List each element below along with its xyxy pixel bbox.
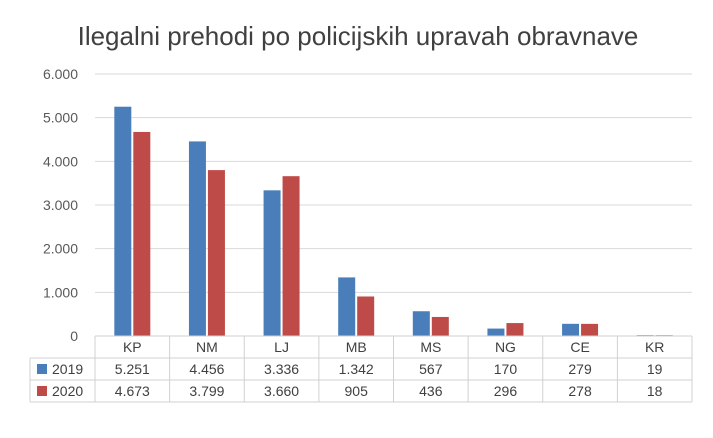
category-label-MB: MB xyxy=(346,339,367,355)
bars xyxy=(114,106,673,337)
bar-2019-KP xyxy=(114,106,132,337)
y-tick-label: 0 xyxy=(70,328,78,344)
bar-2019-NM xyxy=(188,141,206,336)
y-tick-label: 1.000 xyxy=(43,284,78,300)
bar-2020-MB xyxy=(357,296,375,336)
data-label-2020-KP: 4.673 xyxy=(115,383,150,399)
y-tick-label: 4.000 xyxy=(43,153,78,169)
legend-label-2020: 2020 xyxy=(52,383,83,399)
category-label-CE: CE xyxy=(570,339,589,355)
data-label-2020-CE: 278 xyxy=(568,383,592,399)
data-table: KP NM LJ MB MS NG CE KR 2019 5.251 4.456 3.336 1.342… xyxy=(29,335,693,403)
data-label-2020-NG: 296 xyxy=(494,383,518,399)
data-label-2019-KR: 19 xyxy=(647,361,663,377)
data-label-2019-MB: 1.342 xyxy=(339,361,374,377)
bar-2019-CE xyxy=(562,323,580,336)
bar-2020-CE xyxy=(581,323,599,336)
bar-2019-MS xyxy=(412,311,430,336)
data-label-2019-NM: 4.456 xyxy=(189,361,224,377)
data-label-2020-NM: 3.799 xyxy=(189,383,224,399)
y-tick-label: 5.000 xyxy=(43,110,78,126)
y-tick-label: 6.000 xyxy=(43,66,78,82)
y-axis-tick-labels: 0 1.000 2.000 3.000 4.000 5.000 6.000 xyxy=(43,66,78,344)
category-label-LJ: LJ xyxy=(274,339,289,355)
gridlines xyxy=(95,73,692,293)
category-label-KR: KR xyxy=(645,339,664,355)
category-label-MS: MS xyxy=(420,339,441,355)
category-label-KP: KP xyxy=(123,339,142,355)
data-label-2019-MS: 567 xyxy=(419,361,443,377)
category-label-NM: NM xyxy=(196,339,218,355)
legend-label-2019: 2019 xyxy=(52,361,83,377)
bar-2020-MS xyxy=(431,316,449,336)
bar-2020-KP xyxy=(133,131,151,336)
data-label-2019-KP: 5.251 xyxy=(115,361,150,377)
data-label-2019-CE: 279 xyxy=(568,361,592,377)
bar-2019-LJ xyxy=(263,190,281,336)
bar-2020-NG xyxy=(506,323,524,336)
chart-title: Ilegalni prehodi po policijskih upravah … xyxy=(78,21,639,51)
bar-2020-LJ xyxy=(282,176,300,336)
data-label-2020-MS: 436 xyxy=(419,383,443,399)
data-label-2020-MB: 905 xyxy=(345,383,369,399)
data-label-2019-LJ: 3.336 xyxy=(264,361,299,377)
bar-2020-NM xyxy=(207,170,225,336)
category-label-NG: NG xyxy=(495,339,516,355)
bar-2019-MB xyxy=(338,277,356,336)
legend-key-2019 xyxy=(37,364,47,374)
data-label-2020-LJ: 3.660 xyxy=(264,383,299,399)
data-label-2019-NG: 170 xyxy=(494,361,518,377)
data-label-2020-KR: 18 xyxy=(647,383,663,399)
y-tick-label: 3.000 xyxy=(43,197,78,213)
bar-2019-NG xyxy=(487,328,505,336)
legend-key-2020 xyxy=(37,386,47,396)
y-tick-label: 2.000 xyxy=(43,241,78,257)
